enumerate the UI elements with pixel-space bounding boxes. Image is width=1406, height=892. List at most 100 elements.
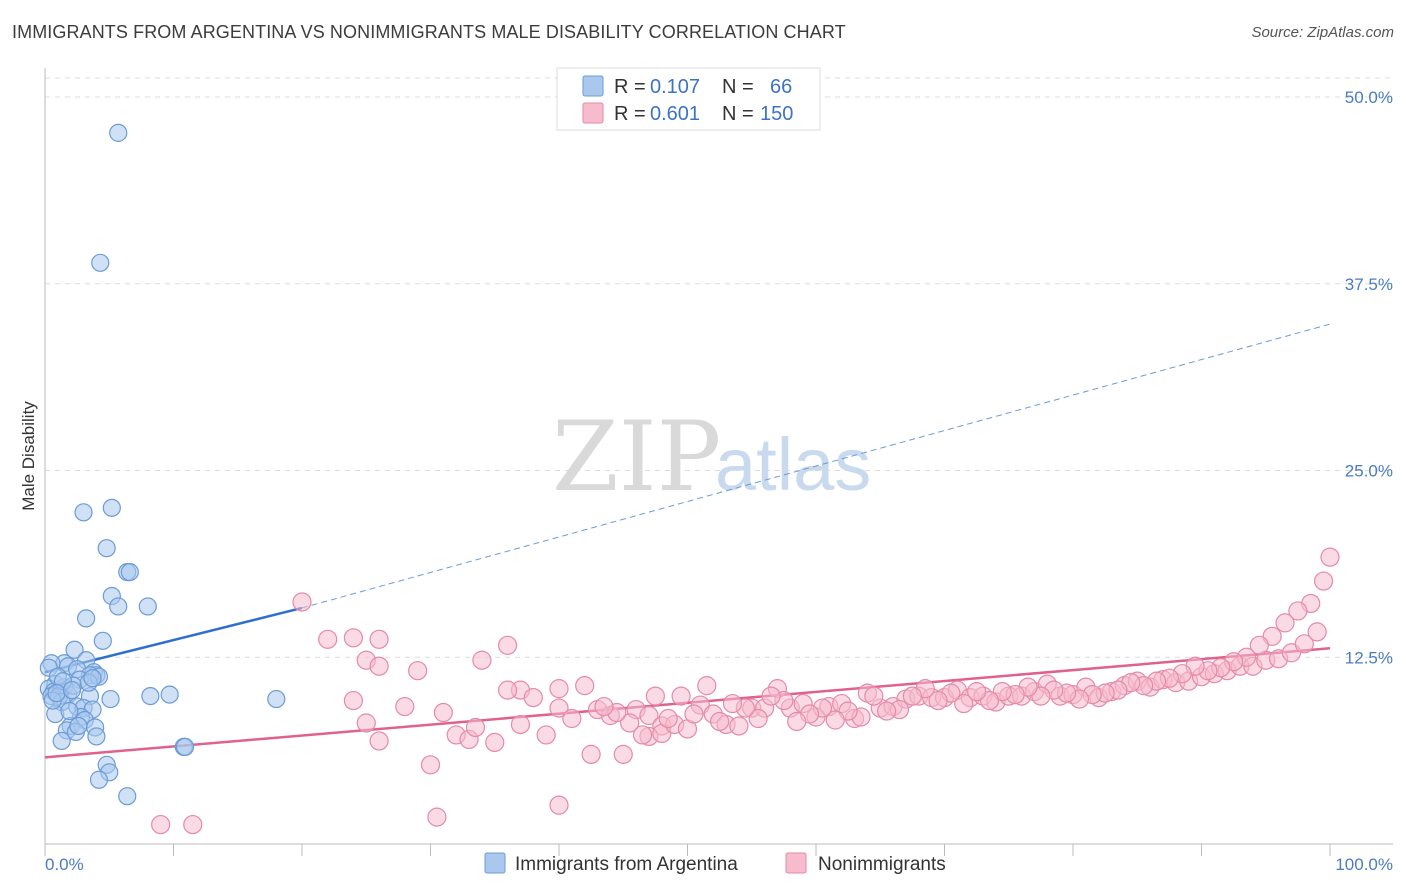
nonimmigrants-point-23	[536, 725, 556, 745]
source-credit: Source: ZipAtlas.com	[1251, 24, 1394, 41]
nonimmigrants-point-6	[408, 661, 428, 681]
argentina-points	[39, 123, 286, 806]
argentina-point-48	[52, 731, 71, 751]
legend-swatch-pink	[582, 102, 604, 124]
argentina-point-1	[91, 253, 110, 272]
legend-r-label-1: R =	[614, 76, 646, 98]
argentina-point-10	[77, 609, 96, 628]
nonimmigrants-point-136	[671, 686, 691, 706]
nonimmigrants-point-85	[1320, 547, 1340, 567]
argentina-point-63	[47, 684, 66, 703]
nonimmigrants-point-84	[1307, 622, 1327, 642]
bottom-legend: Immigrants from Argentina Nonimmigrants	[484, 852, 946, 875]
argentina-point-61	[69, 716, 88, 736]
argentina-point-12	[65, 640, 84, 659]
x-tick-labels: 0.0% 100.0%	[45, 855, 1393, 874]
x-tick-label-0: 0.0%	[45, 855, 84, 874]
argentina-point-0	[109, 123, 128, 142]
nonimmigrants-point-120	[877, 701, 897, 721]
nonimmigrants-point-133	[710, 711, 730, 732]
chart-title: IMMIGRANTS FROM ARGENTINA VS NONIMMIGRAN…	[12, 22, 846, 42]
y-tick-labels: 12.5% 25.0% 37.5% 50.0%	[1345, 88, 1393, 667]
nonimmigrants-point-28	[613, 744, 633, 764]
argentina-point-4	[97, 539, 116, 558]
nonimmigrants-point-10	[498, 680, 518, 700]
legend-r-value-2: 0.601	[650, 103, 700, 125]
legend-swatch-blue	[582, 75, 604, 97]
nonimmigrants-point-143	[581, 744, 601, 764]
nonimmigrants-point-124	[825, 710, 845, 730]
nonimmigrants-point-15	[395, 696, 415, 717]
nonimmigrants-point-13	[575, 676, 595, 696]
nonimmigrants-point-116	[928, 690, 948, 711]
bottom-legend-label-1: Immigrants from Argentina	[515, 854, 738, 875]
gridlines	[45, 77, 1393, 658]
nonimmigrants-point-5	[369, 656, 389, 676]
argentina-point-35	[267, 689, 286, 709]
nonimmigrants-point-16	[433, 702, 453, 723]
nonimmigrants-point-148	[420, 755, 441, 775]
axes	[44, 68, 1393, 856]
legend-n-value-2: 150	[760, 103, 793, 125]
y-tick-label-3: 50.0%	[1345, 88, 1393, 107]
nonimmigrants-point-144	[183, 814, 203, 835]
nonimmigrants-point-25	[562, 708, 582, 729]
nonimmigrants-point-30	[639, 705, 659, 726]
legend-r-label-2: R =	[614, 103, 646, 125]
argentina-point-8	[138, 597, 157, 616]
argentina-point-33	[160, 685, 179, 704]
nonimmigrants-point-12	[549, 679, 569, 699]
watermark-atlas: atlas	[715, 423, 871, 506]
nonimmigrants-point-2	[343, 628, 363, 648]
nonimmigrants-point-83	[1294, 634, 1314, 654]
watermark-zip: ZIP	[552, 401, 721, 513]
y-axis-label: Male Disability	[19, 401, 38, 511]
bottom-legend-swatch-blue	[484, 852, 506, 874]
nonimmigrants-point-139	[632, 725, 653, 745]
nonimmigrants-point-147	[549, 795, 569, 815]
legend-n-value-1: 66	[770, 76, 792, 98]
argentina-point-9	[109, 597, 128, 616]
nonimmigrants-point-86	[1313, 571, 1334, 591]
nonimmigrants-point-39	[729, 716, 749, 736]
argentina-point-6	[120, 562, 139, 582]
nonimmigrants-point-113	[967, 682, 987, 702]
y-tick-label-0: 12.5%	[1345, 648, 1393, 667]
nonimmigrants-point-3	[369, 629, 389, 649]
nonimmigrants-point-138	[645, 686, 665, 706]
nonimmigrants-point-18	[369, 731, 389, 751]
argentina-point-47	[87, 727, 106, 746]
nonimmigrants-point-21	[485, 732, 505, 753]
nonimmigrants-point-88	[1288, 601, 1308, 621]
nonimmigrants-point-135	[684, 704, 704, 724]
nonimmigrants-point-11	[523, 687, 543, 708]
nonimmigrants-point-145	[151, 814, 171, 835]
nonimmigrants-point-114	[954, 693, 974, 714]
nonimmigrants-point-8	[472, 650, 492, 670]
nonimmigrants-point-140	[620, 713, 640, 733]
argentina-point-11	[93, 631, 112, 650]
legend-n-label-2: N =	[722, 103, 754, 125]
y-tick-label-2: 37.5%	[1345, 275, 1393, 294]
nonimmigrants-point-127	[787, 711, 807, 732]
argentina-point-34	[101, 689, 120, 709]
argentina-point-50	[175, 737, 195, 756]
nonimmigrants-point-134	[697, 676, 717, 696]
argentina-point-2	[74, 503, 93, 522]
argentina-point-60	[60, 701, 79, 721]
nonimmigrants-point-91	[1249, 635, 1269, 655]
argentina-point-54	[118, 787, 137, 806]
nonimmigrants-point-142	[594, 696, 614, 717]
bottom-legend-label-2: Nonimmigrants	[818, 854, 946, 875]
argentina-trend-extension	[301, 323, 1331, 609]
legend-r-value-1: 0.107	[650, 76, 700, 98]
nonimmigrants-point-118	[902, 686, 922, 706]
nonimmigrants-point-121	[864, 686, 884, 706]
nonimmigrants-point-0	[292, 592, 312, 612]
top-legend: R = 0.107 N = 66 R = 0.601 N = 150	[556, 67, 821, 131]
y-tick-label-1: 25.0%	[1345, 462, 1393, 481]
nonimmigrants-point-22	[510, 714, 531, 735]
nonimmigrants-point-132	[722, 693, 743, 714]
nonimmigrants-point-149	[465, 717, 486, 738]
